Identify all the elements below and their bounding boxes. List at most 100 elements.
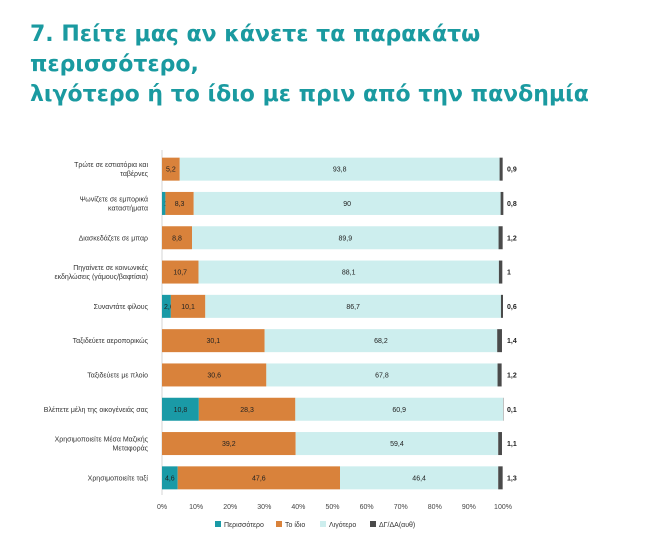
bar-segment-3 (264, 329, 498, 353)
data-label: 89,9 (338, 235, 352, 242)
data-label: 10,7 (173, 270, 187, 277)
bar-segment-2 (162, 260, 199, 284)
x-tick-label: 30% (257, 504, 271, 511)
bar-segment-3 (205, 294, 501, 318)
bar-segment-4 (500, 191, 504, 215)
data-label: 39,2 (222, 441, 236, 448)
bar-segment-2 (165, 191, 194, 215)
legend-label: Λιγότερο (329, 521, 356, 529)
category-label: Χρησιμοποιείτε Μέσα Μαζικής (55, 436, 149, 444)
data-label: 59,4 (390, 441, 404, 448)
bar-segment-3 (198, 260, 499, 284)
x-tick-label: 90% (462, 504, 476, 511)
legend-label: Το ίδιο (285, 521, 305, 529)
legend-swatch (215, 521, 221, 527)
bar-segment-3 (192, 226, 499, 250)
category-label: Ψωνίζετε σε εμπορικά (80, 195, 148, 203)
bar-segment-4 (497, 329, 502, 353)
data-label-dk: 1 (507, 270, 511, 277)
bar-segment-4 (499, 157, 503, 181)
bar-segment-4 (497, 363, 502, 387)
x-tick-label: 100% (494, 504, 512, 511)
bar-segment-3 (193, 191, 501, 215)
bar-segment-3 (266, 363, 498, 387)
data-label-dk: 1,4 (507, 338, 517, 345)
bar-segment-4 (498, 432, 502, 456)
category-label: Ταξιδεύετε αεροπορικώς (73, 337, 149, 345)
data-label: 10,8 (174, 407, 188, 414)
bar-segment-3 (295, 397, 503, 421)
bar-segment-4 (500, 294, 503, 318)
bar-segment-2 (162, 432, 296, 456)
x-tick-label: 80% (428, 504, 442, 511)
legend-swatch (370, 521, 376, 527)
data-label-dk: 0,6 (507, 304, 517, 311)
bar-segment-2 (177, 466, 341, 490)
category-label: εκδηλώσεις (γάμους/βαφτίσια) (54, 273, 148, 281)
data-label: 8,3 (175, 201, 185, 208)
bar-segment-2 (162, 226, 193, 250)
data-label: 88,1 (342, 270, 356, 277)
category-label: Χρησιμοποιείτε ταξί (88, 474, 149, 482)
bar-segment-4 (498, 260, 503, 284)
data-label-dk: 1,2 (507, 372, 517, 379)
bar-segment-1 (162, 191, 166, 215)
data-label: 47,6 (252, 475, 266, 482)
data-label: 93,8 (333, 167, 347, 174)
data-label: 28,3 (240, 407, 254, 414)
legend-swatch (320, 521, 326, 527)
data-label-dk: 1,2 (507, 235, 517, 242)
category-label: Μεταφοράς (113, 445, 149, 453)
data-label: 10,1 (181, 304, 195, 311)
data-label: 4,6 (165, 475, 175, 482)
category-label: Ταξιδεύετε με πλοίο (87, 371, 148, 379)
category-label: Τρώτε σε εστιατόρια και (74, 161, 148, 169)
chart-title-line-1: 7. Πείτε μας αν κάνετε τα παρακάτω περισ… (30, 22, 481, 77)
x-tick-label: 40% (291, 504, 305, 511)
data-label: 67,8 (375, 372, 389, 379)
bar-segment-1 (162, 397, 199, 421)
x-tick-label: 0% (157, 504, 167, 511)
category-label: Διασκεδάζετε σε μπαρ (79, 234, 148, 242)
legend-swatch (276, 521, 282, 527)
data-label-dk: 0,9 (507, 167, 517, 174)
category-label: Συναντάτε φίλους (94, 303, 149, 311)
data-label: 30,6 (207, 372, 221, 379)
bar-segment-2 (162, 329, 265, 353)
bar-segment-4 (498, 226, 503, 250)
data-label-dk: 0,1 (507, 407, 517, 414)
data-label: 90 (343, 201, 351, 208)
data-label: 5,2 (166, 167, 176, 174)
data-label: 8,8 (172, 235, 182, 242)
bar-segment-3 (340, 466, 499, 490)
x-tick-label: 60% (360, 504, 374, 511)
data-label: 30,1 (207, 338, 221, 345)
category-label: Πηγαίνετε σε κοινωνικές (73, 264, 148, 272)
bar-segment-1 (162, 294, 171, 318)
x-tick-label: 20% (223, 504, 237, 511)
x-tick-label: 70% (394, 504, 408, 511)
bar-segment-3 (179, 157, 500, 181)
x-tick-label: 50% (325, 504, 339, 511)
bar-segment-4 (498, 466, 503, 490)
data-label: 68,2 (374, 338, 388, 345)
chart-title-line-2: λιγότερο ή το ίδιο με πριν από την πανδη… (30, 82, 589, 107)
x-tick-label: 10% (189, 504, 203, 511)
category-label: καταστήματα (108, 205, 148, 212)
data-label: 2,6 (164, 304, 174, 311)
bar-segment-2 (162, 363, 267, 387)
bar-segment-2 (170, 294, 206, 318)
bar-segment-1 (162, 466, 178, 490)
legend-label: ΔΓ/ΔΑ(αυθ) (379, 522, 415, 529)
data-label-dk: 1,1 (507, 441, 517, 448)
category-label: Βλέπετε μέλη της οικογένειάς σας (44, 406, 149, 414)
data-label-dk: 0,8 (507, 201, 517, 208)
chart-title: 7. Πείτε μας αν κάνετε τα παρακάτω περισ… (30, 20, 630, 110)
data-label-dk: 1,3 (507, 475, 517, 482)
data-label: 86,7 (346, 304, 360, 311)
bar-segment-2 (198, 397, 296, 421)
data-label: 60,9 (392, 407, 406, 414)
data-label: 46,4 (412, 475, 426, 482)
legend-label: Περισσότερο (224, 521, 264, 529)
